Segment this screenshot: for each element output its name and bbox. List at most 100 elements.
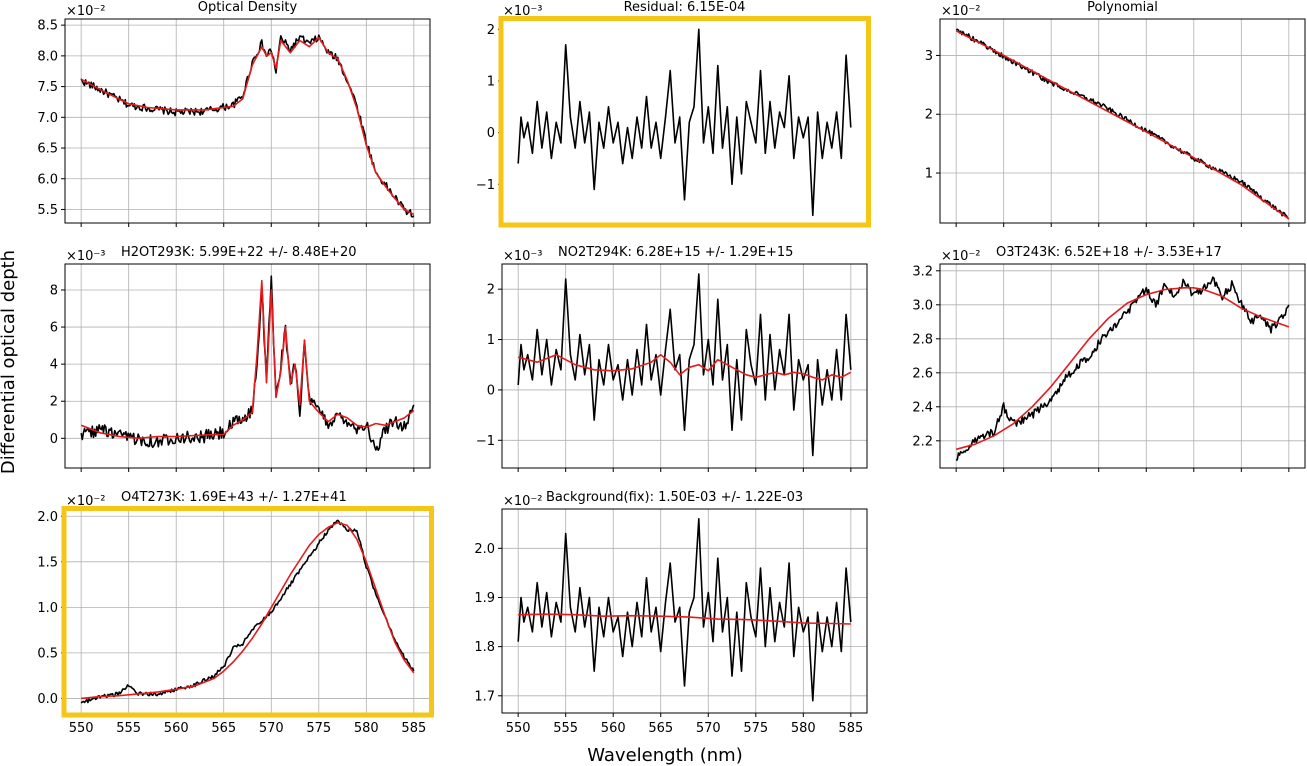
axes-frame — [64, 263, 431, 469]
axis-multiplier: ×10⁻³ — [503, 4, 543, 19]
x-tick-label: 580 — [791, 721, 816, 736]
series-measured-line — [517, 28, 852, 217]
y-tick-label: 1 — [925, 167, 933, 182]
y-tick-label: 6.5 — [37, 142, 58, 157]
x-tick-label: 585 — [401, 721, 426, 736]
y-tick-label: 8.5 — [37, 19, 58, 34]
subplot-background: 1.7 1.8 1.9 2.0 550 555 560 565 570 575 580 585 ×10⁻… — [474, 490, 868, 736]
y-tick-label: 3.0 — [912, 298, 933, 313]
y-tick-label: 1.9 — [474, 591, 495, 606]
axis-multiplier: ×10⁻² — [941, 249, 981, 264]
axes-frame — [64, 508, 431, 714]
subplot-title: O4T273K: 1.69E+43 +/- 1.27E+41 — [121, 490, 347, 505]
y-tick-label: 4 — [50, 358, 58, 373]
series-fit-line — [955, 30, 1290, 220]
axes-frame — [501, 508, 868, 714]
x-tick-label: 550 — [69, 721, 94, 736]
x-tick-label: 585 — [838, 721, 863, 736]
y-tick-label: 3.2 — [912, 264, 933, 279]
y-tick-label: −1 — [476, 434, 495, 449]
x-tick-label: 570 — [696, 721, 721, 736]
y-tick-label: 0.5 — [37, 646, 58, 661]
subplot-title: Polynomial — [1087, 0, 1158, 15]
y-tick-label: 3 — [925, 49, 933, 64]
subplot-title: H2OT293K: 5.99E+22 +/- 8.48E+20 — [121, 245, 357, 260]
y-tick-label: 2.6 — [912, 366, 933, 381]
y-tick-label: 7.5 — [37, 80, 58, 95]
axis-multiplier: ×10⁻² — [941, 4, 981, 19]
y-tick-label: 1.5 — [37, 555, 58, 570]
axes-frame — [939, 263, 1306, 469]
y-tick-label: 2 — [487, 283, 495, 298]
y-tick-label: 8 — [50, 283, 58, 298]
x-tick-label: 575 — [743, 721, 768, 736]
y-tick-label: 2.0 — [474, 542, 495, 557]
highlight-box — [498, 16, 871, 228]
subplot-title: Background(fix): 1.50E-03 +/- 1.22E-03 — [546, 490, 803, 505]
y-tick-label: −1 — [476, 178, 495, 193]
subplot-o4: 0.0 0.5 1.0 1.5 2.0 550 555 560 565 570 575 580 585 ×… — [37, 490, 434, 736]
subplot-h2o: 0 2 4 6 8 ×10⁻³ H2OT293K: 5.99E+22 +/- 8.48E+2… — [50, 245, 431, 472]
y-tick-label: 5.5 — [37, 203, 58, 218]
subplot-no2: −1 0 1 2 ×10⁻³ NO2T294K: 6.28E+15 +/- 1.29E+1… — [476, 245, 868, 472]
axis-multiplier: ×10⁻² — [66, 494, 106, 509]
x-tick-label: 580 — [354, 721, 379, 736]
y-tick-label: 6.0 — [37, 172, 58, 187]
x-tick-label: 565 — [211, 721, 236, 736]
y-tick-label: 2.4 — [912, 400, 933, 415]
figure-ylabel: Differential optical depth — [0, 250, 19, 474]
axis-multiplier: ×10⁻² — [503, 494, 543, 509]
y-tick-label: 1.0 — [37, 601, 58, 616]
y-tick-label: 0 — [50, 432, 58, 447]
subplot-title: NO2T294K: 6.28E+15 +/- 1.29E+15 — [558, 245, 793, 260]
y-tick-label: 2.2 — [912, 434, 933, 449]
series-measured-line — [955, 276, 1290, 462]
subplot-grid: 5.5 6.0 6.5 7.0 7.5 8.0 8.5 ×10⁻² Optical Densit… — [37, 0, 1306, 736]
y-tick-label: 7.0 — [37, 111, 58, 126]
axis-multiplier: ×10⁻³ — [66, 249, 106, 264]
series-measured-line — [80, 275, 415, 451]
x-tick-label: 560 — [164, 721, 189, 736]
axis-multiplier: ×10⁻² — [66, 4, 106, 19]
y-tick-label: 0.0 — [37, 692, 58, 707]
x-tick-label: 555 — [553, 721, 578, 736]
subplot-title: O3T243K: 6.52E+18 +/- 3.53E+17 — [996, 245, 1222, 260]
y-tick-label: 2.0 — [37, 510, 58, 525]
series-measured-line — [517, 273, 852, 457]
y-tick-label: 2 — [925, 108, 933, 123]
x-tick-label: 555 — [116, 721, 141, 736]
x-tick-label: 575 — [306, 721, 331, 736]
subplot-polynomial: 1 2 3 ×10⁻² Polynomial — [925, 0, 1306, 227]
y-tick-label: 6 — [50, 321, 58, 336]
series-measured-line — [80, 34, 415, 218]
series-fit-line — [517, 353, 852, 381]
x-tick-label: 560 — [601, 721, 626, 736]
series-fit-line — [81, 521, 415, 700]
y-tick-label: 1 — [487, 333, 495, 348]
x-tick-label: 570 — [259, 721, 284, 736]
y-tick-label: 1 — [487, 74, 495, 89]
subplot-o3: 2.2 2.4 2.6 2.8 3.0 3.2 ×10⁻² O3T243K: 6.52E+18… — [912, 245, 1306, 472]
axes-frame — [501, 263, 868, 469]
x-tick-label: 550 — [506, 721, 531, 736]
series-fit-line — [518, 613, 851, 625]
series-fit-line — [80, 36, 415, 216]
y-tick-label: 1.7 — [474, 689, 495, 704]
subplot-title: Optical Density — [198, 0, 298, 15]
series-fit-line — [955, 287, 1290, 451]
y-tick-label: 8.0 — [37, 49, 58, 64]
series-measured-line — [80, 519, 415, 704]
y-tick-label: 2.8 — [912, 332, 933, 347]
axes-frame — [64, 18, 431, 224]
axes-frame — [939, 18, 1306, 224]
y-tick-label: 0 — [487, 126, 495, 141]
subplot-residual: −1 0 1 2 ×10⁻³ Residual: 6.15E-04 — [476, 0, 871, 228]
y-tick-label: 1.8 — [474, 640, 495, 655]
y-tick-label: 0 — [487, 383, 495, 398]
highlight-box — [61, 506, 434, 718]
subplot-title: Residual: 6.15E-04 — [624, 0, 746, 15]
axis-multiplier: ×10⁻³ — [503, 249, 543, 264]
figure-xlabel: Wavelength (nm) — [587, 745, 743, 766]
series-measured-line — [955, 28, 1290, 220]
